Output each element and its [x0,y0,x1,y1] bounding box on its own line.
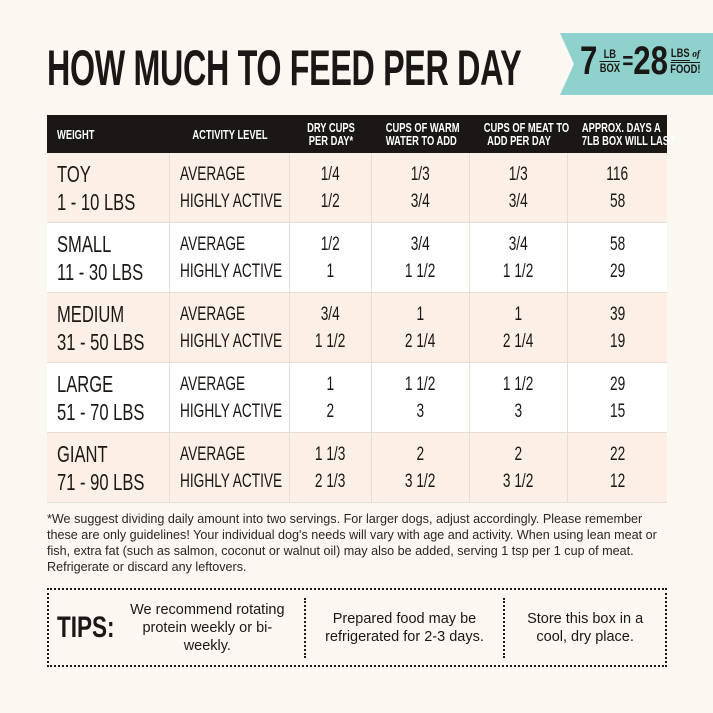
food-weight: 28 [633,39,668,83]
feeding-table: WEIGHT ACTIVITY LEVEL DRY CUPS PER DAY* CUPS… [47,115,675,503]
weight-cell: TOY 1 - 10 LBS [47,153,170,222]
table-row: SMALL 11 - 30 LBS AVERAGE HIGHLY ACTIVE 1/2 1… [47,223,667,293]
activity-cell: AVERAGE HIGHLY ACTIVE [170,153,290,222]
tips-label: TIPS: [57,610,115,644]
weight-cell: LARGE 51 - 70 LBS [47,363,170,432]
column-header: DRY CUPS PER DAY* [307,120,355,148]
meat-cups-cell: 3/4 1 1/2 [470,223,568,292]
unit-label: of [692,50,700,60]
box-weight: 7 [580,39,598,83]
weight-cell: SMALL 11 - 30 LBS [47,223,170,292]
column-header: CUPS OF MEAT TO ADD PER DAY [483,120,570,148]
weight-cell: MEDIUM 31 - 50 LBS [47,293,170,362]
water-cups-cell: 3/4 1 1/2 [372,223,470,292]
tip-item: We recommend rotating protein weekly or … [111,597,306,658]
page-title: HOW MUCH TO FEED PER DAY [47,40,522,96]
days-cell: 39 19 [609,303,626,352]
activity-cell: AVERAGE HIGHLY ACTIVE [170,223,290,292]
water-cups-cell: 1/3 3/4 [372,153,470,222]
weight-cell: GIANT 71 - 90 LBS [47,433,170,502]
tips-box: TIPS: We recommend rotating protein week… [47,588,667,667]
days-cell: 22 12 [609,443,626,492]
column-header: CUPS OF WARM WATER TO ADD [385,120,460,148]
equals-sign: = [622,47,634,75]
column-header: ACTIVITY LEVEL [192,126,268,142]
dry-cups-cell: 1/4 1/2 [290,153,372,222]
box-yield-banner: 7 LB BOX = 28 LBS of FOOD! [560,33,713,95]
water-cups-cell: 1 1/2 3 [372,363,470,432]
dry-cups-cell: 3/4 1 1/2 [290,293,372,362]
tip-item: Prepared food may be refrigerated for 2-… [306,597,506,658]
unit-label: BOX [599,61,620,75]
table-header: WEIGHT ACTIVITY LEVEL DRY CUPS PER DAY* CUPS… [47,115,675,153]
tip-item: Store this box in a cool, dry place. [527,610,644,645]
dry-cups-cell: 1/2 1 [290,223,372,292]
meat-cups-cell: 1/3 3/4 [470,153,568,222]
table-row: LARGE 51 - 70 LBS AVERAGE HIGHLY ACTIVE 1 2 1 … [47,363,667,433]
unit-label: LB [599,48,620,62]
table-row: GIANT 71 - 90 LBS AVERAGE HIGHLY ACTIVE 1 1/… [47,433,667,503]
activity-cell: AVERAGE HIGHLY ACTIVE [170,363,290,432]
days-cell: 116 58 [606,163,629,212]
footnote: *We suggest dividing daily amount into t… [47,512,657,574]
dry-cups-cell: 1 1/3 2 1/3 [290,433,372,502]
unit-label: LBS [670,46,690,61]
days-cell: 29 15 [609,373,626,422]
activity-cell: AVERAGE HIGHLY ACTIVE [170,433,290,502]
table-row: TOY 1 - 10 LBS AVERAGE HIGHLY ACTIVE 1/4 1/2 1… [47,153,667,223]
activity-cell: AVERAGE HIGHLY ACTIVE [170,293,290,362]
column-header: WEIGHT [57,126,95,142]
meat-cups-cell: 1 1/2 3 [470,363,568,432]
table-row: MEDIUM 31 - 50 LBS AVERAGE HIGHLY ACTIVE 3/4… [47,293,667,363]
days-cell: 58 29 [609,233,626,282]
unit-label: FOOD! [670,62,701,76]
column-header: APPROX. DAYS A 7LB BOX WILL LAST [581,120,675,148]
